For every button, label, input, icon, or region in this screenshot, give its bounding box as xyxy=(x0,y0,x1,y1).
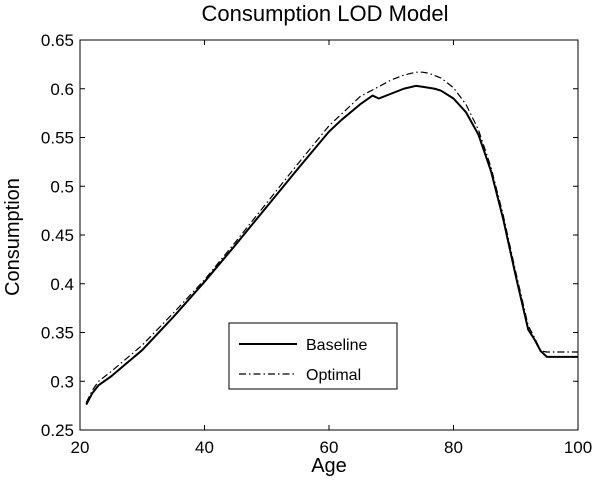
x-tick-label: 20 xyxy=(71,438,90,457)
y-tick-label: 0.45 xyxy=(41,226,74,245)
legend-label-optimal: Optimal xyxy=(306,367,361,384)
y-tick-label: 0.4 xyxy=(50,275,74,294)
y-tick-label: 0.65 xyxy=(41,31,74,50)
axis-ticks: 20 40 60 80 100 0.25 0.3 0.35 0.4 0.45 0.5 0.55 0.6 0… xyxy=(41,31,592,457)
x-axis-label: Age xyxy=(311,455,347,477)
y-tick-label: 0.35 xyxy=(41,324,74,343)
y-axis-label: Consumption xyxy=(2,178,24,296)
legend-label-baseline: Baseline xyxy=(306,337,367,354)
chart-title: Consumption LOD Model xyxy=(201,1,448,26)
legend-box xyxy=(228,322,398,390)
y-tick-label: 0.5 xyxy=(50,177,74,196)
x-tick-label: 40 xyxy=(195,438,214,457)
x-tick-label: 80 xyxy=(444,438,463,457)
x-tick-label: 60 xyxy=(320,438,339,457)
x-tick-label: 100 xyxy=(564,438,592,457)
y-tick-label: 0.3 xyxy=(50,372,74,391)
series-layer xyxy=(85,71,578,406)
y-tick-label: 0.25 xyxy=(41,421,74,440)
legend: Baseline Optimal xyxy=(228,322,398,390)
series-line-optimal xyxy=(85,71,578,403)
y-tick-label: 0.6 xyxy=(50,80,74,99)
y-tick-label: 0.55 xyxy=(41,129,74,148)
series-line-baseline xyxy=(85,84,578,406)
